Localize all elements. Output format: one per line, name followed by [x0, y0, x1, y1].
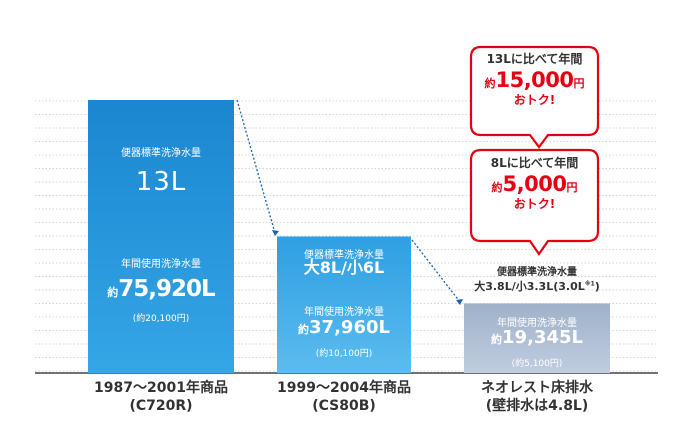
bar2-cost: (約10,100円): [277, 342, 411, 360]
bar-2: [277, 236, 411, 373]
callout-1-line3: おトク!: [513, 93, 556, 108]
bar1-year-value: 約75,920L: [88, 276, 234, 302]
bar2-std-label: 便器標準洗浄水量: [277, 244, 411, 262]
x-tick-label-2-line1: 1999～2004年商品: [277, 380, 411, 396]
bar2-year-value: 約37,960L: [277, 318, 411, 338]
bar3-year-value: 約19,345L: [464, 328, 610, 348]
bar1-cost: (約20,100円): [88, 307, 234, 325]
bar3-footnote-mark: ※1: [584, 279, 595, 287]
bar1-std-value-text: 13L: [135, 167, 187, 197]
bar3-year-value-text: 19,345L: [502, 327, 583, 348]
x-tick-label-3-line1: ネオレスト床排水: [481, 380, 593, 396]
trend-arrowhead-2: [456, 299, 463, 305]
bar2-cost-text: (約10,100円): [315, 349, 373, 359]
bar1-year-label: 年間使用洗浄水量: [88, 253, 234, 271]
bar3-std-value: 大3.8L/小3.3L(3.0L※1): [452, 280, 622, 295]
bar3-cost-text: (約5,100円): [511, 359, 563, 369]
bar1-prefix: 約: [107, 286, 119, 299]
callout-2-number: 5,000: [502, 172, 567, 196]
bars-group: [88, 100, 610, 373]
bar2-prefix: 約: [298, 323, 310, 336]
x-tick-label-2-line2: (CS80B): [312, 397, 376, 414]
x-tick-label-3-line2: (壁排水は4.8L): [485, 397, 589, 414]
x-tick-label-2: 1999～2004年商品 (CS80B): [251, 380, 437, 415]
callout-1-line1: 13Lに比べて年間: [486, 52, 583, 66]
bar1-std-value: 13L: [88, 168, 234, 197]
x-tick-label-1-line2: (C720R): [129, 397, 193, 414]
bar1-std-label: 便器標準洗浄水量: [88, 142, 234, 160]
callout-bubble-1: [469, 45, 600, 149]
callout-2-amount: 約5,000円: [471, 171, 598, 197]
x-tick-label-1-line1: 1987～2001年商品: [94, 380, 228, 396]
x-tick-label-1: 1987～2001年商品 (C720R): [68, 380, 254, 415]
bar3-prefix: 約: [491, 333, 503, 346]
bar2-year-label-text: 年間使用洗浄水量: [304, 307, 384, 318]
bar2-std-value: 大8L/小6L: [277, 259, 411, 277]
bar2-std-label-text: 便器標準洗浄水量: [304, 250, 384, 261]
callout-2-unit: 円: [566, 181, 578, 194]
callout-bubble-2: [469, 148, 600, 256]
bar2-std-value-text: 大8L/小6L: [303, 258, 385, 277]
bar-3: [464, 303, 610, 373]
bar1-cost-text: (約20,100円): [132, 314, 190, 324]
bar3-spec: 便器標準洗浄水量 大3.8L/小3.3L(3.0L※1): [452, 266, 622, 294]
callout-1-prefix: 約: [484, 77, 496, 90]
bar3-std-value-text: 大3.8L/小3.3L(3.0L: [474, 279, 585, 293]
bar1-year-value-text: 75,920L: [118, 276, 215, 302]
bar1-year-label-text: 年間使用洗浄水量: [121, 259, 201, 270]
trend-arrow-1: [236, 99, 276, 234]
bar3-year-label: 年間使用洗浄水量: [464, 312, 610, 330]
x-tick-label-3: ネオレスト床排水 (壁排水は4.8L): [444, 380, 630, 415]
bar1-std-label-text: 便器標準洗浄水量: [121, 148, 201, 159]
callout-2: 8Lに比べて年間 約5,000円 おトク!: [471, 156, 598, 212]
callout-2-line1: 8Lに比べて年間: [490, 156, 579, 170]
callout-1-amount: 約15,000円: [471, 67, 598, 93]
bar3-cost: (約5,100円): [464, 352, 610, 370]
bar3-std-label: 便器標準洗浄水量: [497, 267, 577, 278]
callout-2-line3: おトク!: [513, 197, 556, 212]
callout-1: 13Lに比べて年間 約15,000円 おトク!: [471, 52, 598, 108]
callout-2-prefix: 約: [491, 181, 503, 194]
trend-arrowhead-1: [272, 230, 279, 236]
callout-1-number: 15,000: [495, 68, 574, 92]
trend-arrow-2: [411, 239, 461, 303]
bar-1: [88, 100, 234, 373]
bar2-year-label: 年間使用洗浄水量: [277, 301, 411, 319]
callout-1-unit: 円: [573, 77, 585, 90]
bar2-year-value-text: 37,960L: [309, 317, 390, 338]
bar3-year-label-text: 年間使用洗浄水量: [497, 318, 577, 329]
bar3-std-value-end: ): [594, 279, 600, 293]
